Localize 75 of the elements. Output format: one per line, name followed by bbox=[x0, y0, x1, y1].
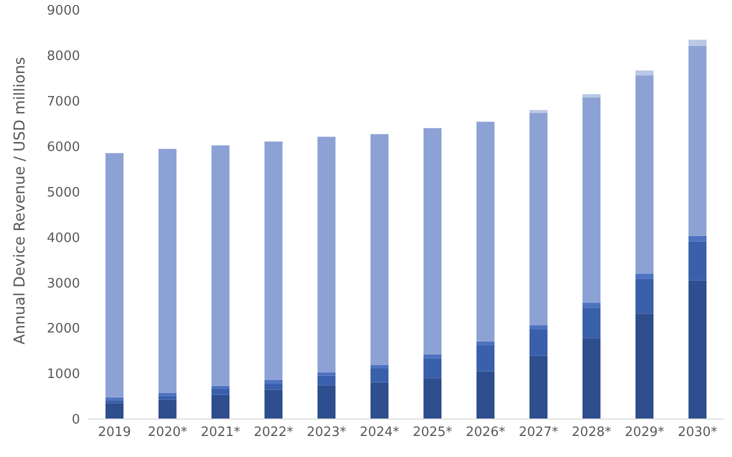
x-tick-label: 2021* bbox=[200, 425, 241, 440]
y-tick-label: 7000 bbox=[46, 94, 80, 110]
x-tick-label: 2027* bbox=[518, 425, 559, 440]
bar bbox=[688, 46, 706, 236]
bar bbox=[105, 403, 124, 419]
y-tick-label: 9000 bbox=[46, 4, 80, 19]
x-tick-label: 2028* bbox=[572, 425, 612, 440]
x-tick-label: 2022* bbox=[254, 425, 294, 440]
bar bbox=[317, 372, 336, 376]
x-tick-label: 2020* bbox=[148, 425, 188, 440]
bar bbox=[211, 386, 230, 390]
bar bbox=[158, 148, 176, 393]
bar bbox=[211, 145, 230, 386]
bar bbox=[635, 314, 654, 419]
y-tick-label: 1000 bbox=[46, 367, 80, 382]
y-tick-label: 3000 bbox=[46, 276, 80, 292]
bar bbox=[688, 241, 706, 280]
bar bbox=[211, 389, 230, 395]
y-axis-title: Annual Device Revenue / USD millions bbox=[10, 56, 28, 344]
bar bbox=[529, 356, 548, 419]
bar bbox=[476, 346, 494, 372]
bar bbox=[582, 338, 600, 419]
bar bbox=[158, 400, 176, 419]
bar bbox=[476, 341, 494, 346]
bar bbox=[529, 112, 548, 326]
y-tick-label: 0 bbox=[72, 412, 80, 428]
bar bbox=[529, 329, 548, 356]
y-tick-label: 2000 bbox=[46, 322, 80, 337]
y-tick-label: 4000 bbox=[46, 230, 80, 246]
bar bbox=[370, 364, 388, 369]
bar bbox=[423, 358, 442, 378]
bar bbox=[582, 94, 600, 98]
bar bbox=[264, 383, 282, 390]
bar bbox=[582, 97, 600, 303]
bar bbox=[423, 128, 442, 354]
bar bbox=[423, 378, 442, 419]
bar bbox=[105, 400, 124, 404]
bar bbox=[582, 308, 600, 338]
bar bbox=[635, 75, 654, 274]
x-tick-label: 2030* bbox=[678, 425, 718, 440]
bar bbox=[370, 382, 388, 419]
bar bbox=[105, 397, 124, 400]
x-tick-label: 2026* bbox=[466, 425, 506, 440]
bar bbox=[529, 325, 548, 330]
bar bbox=[158, 392, 176, 396]
bar bbox=[370, 134, 388, 365]
bar bbox=[476, 371, 494, 419]
bar bbox=[370, 368, 388, 382]
bar bbox=[688, 280, 706, 419]
bar bbox=[105, 153, 124, 398]
bar bbox=[158, 396, 176, 400]
bar bbox=[688, 40, 706, 46]
bar bbox=[317, 136, 336, 372]
bar bbox=[317, 376, 336, 386]
y-tick-label: 8000 bbox=[46, 49, 80, 64]
bar bbox=[317, 385, 336, 419]
x-tick-label: 2019 bbox=[98, 425, 132, 440]
bar bbox=[264, 390, 282, 419]
y-tick-label: 5000 bbox=[46, 185, 80, 200]
bar bbox=[264, 142, 282, 380]
bar bbox=[476, 122, 494, 342]
bar bbox=[688, 236, 706, 242]
bar bbox=[635, 278, 654, 314]
x-tick-label: 2024* bbox=[360, 425, 400, 440]
x-tick-label: 2025* bbox=[412, 425, 453, 440]
x-tick-label: 2023* bbox=[306, 425, 347, 440]
x-tick-label: 2029* bbox=[624, 425, 665, 440]
y-tick-label: 6000 bbox=[46, 140, 80, 155]
bar bbox=[635, 274, 654, 279]
bar bbox=[635, 70, 654, 76]
bar bbox=[423, 354, 442, 358]
bar bbox=[529, 110, 548, 113]
bar bbox=[264, 380, 282, 384]
bar bbox=[582, 302, 600, 308]
bar bbox=[211, 394, 230, 419]
